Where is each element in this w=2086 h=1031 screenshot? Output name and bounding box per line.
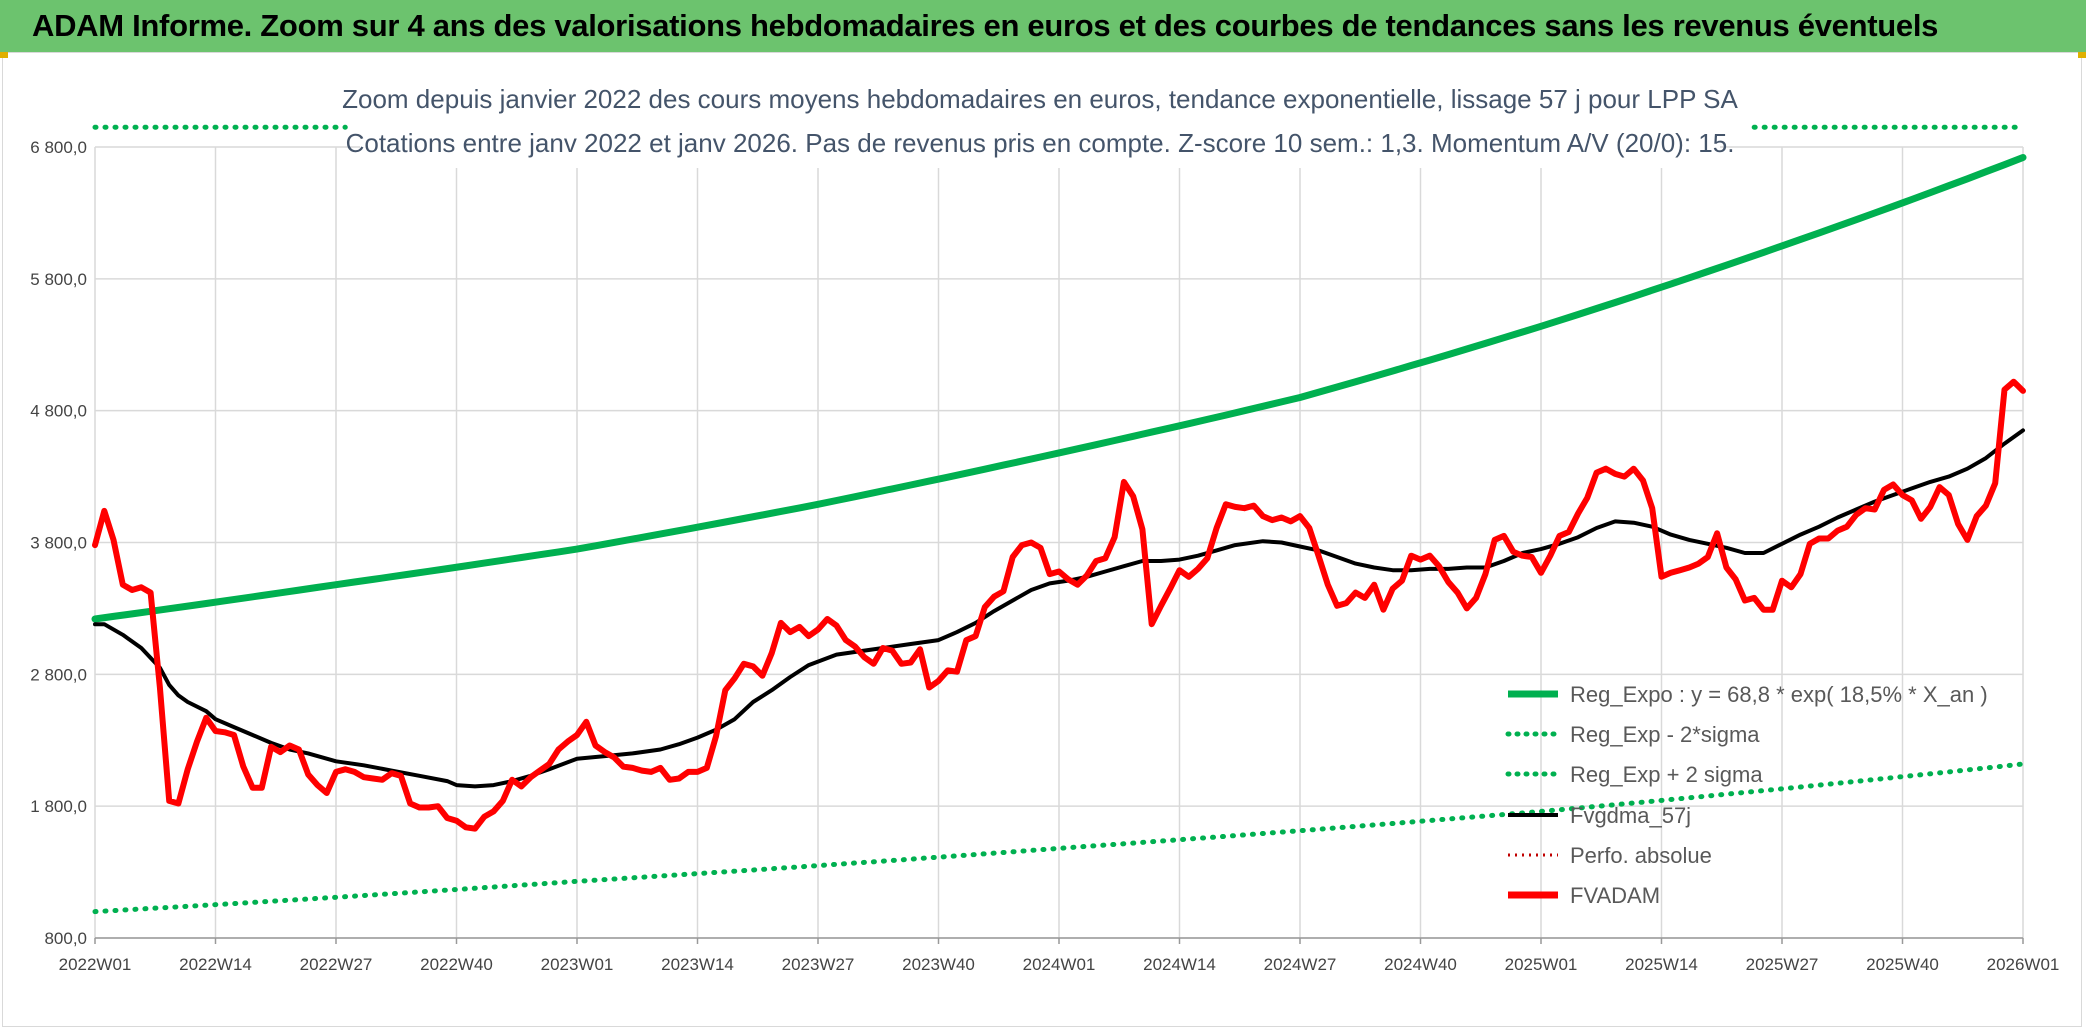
x-tick-label: 2022W01 <box>59 955 132 974</box>
y-tick-label: 3 800,0 <box>30 534 87 553</box>
y-tick-label: 800,0 <box>44 929 87 948</box>
corner-mark-right <box>2078 52 2086 58</box>
x-tick-label: 2022W14 <box>179 955 252 974</box>
series-reg-expo <box>91 154 2027 623</box>
legend-label-reg-exp-plus: Reg_Exp + 2 sigma <box>1570 762 1763 787</box>
legend-label-fvadam: FVADAM <box>1570 883 1660 908</box>
x-tick-label: 2023W27 <box>782 955 855 974</box>
header-banner: ADAM Informe. Zoom sur 4 ans des valoris… <box>0 0 2086 52</box>
legend: Reg_Expo : y = 68,8 * exp( 18,5% * X_an … <box>1505 682 1988 908</box>
x-tick-label: 2023W40 <box>902 955 975 974</box>
series-fvadam <box>92 378 2026 832</box>
chart-frame <box>2 52 2082 1027</box>
x-tick-label: 2025W40 <box>1866 955 1939 974</box>
y-axis-ticks: 800,0 1 800,0 2 800,0 3 800,0 4 800,0 5 800,0… <box>30 138 87 948</box>
x-tick-label: 2024W40 <box>1384 955 1457 974</box>
x-tick-label: 2024W01 <box>1023 955 1096 974</box>
y-tick-label: 1 800,0 <box>30 797 87 816</box>
chart-subtitle-line-2: Cotations entre janv 2022 et janv 2026. … <box>346 128 1735 158</box>
corner-mark-left <box>0 52 8 58</box>
legend-label-fvgdma: Fvgdma_57j <box>1570 803 1691 828</box>
x-tick-label: 2023W14 <box>661 955 734 974</box>
legend-label-reg-expo: Reg_Expo : y = 68,8 * exp( 18,5% * X_an … <box>1570 682 1988 707</box>
y-tick-label: 2 800,0 <box>30 665 87 684</box>
x-tick-label: 2023W01 <box>541 955 614 974</box>
grid-lines <box>94 146 2024 939</box>
x-tick-label: 2026W01 <box>1987 955 2060 974</box>
page-title: ADAM Informe. Zoom sur 4 ans des valoris… <box>32 8 1939 43</box>
chart-subtitle-line-1: Zoom depuis janvier 2022 des cours moyen… <box>342 84 1738 114</box>
legend-label-reg-exp-minus: Reg_Exp - 2*sigma <box>1570 722 1760 747</box>
subtitle-background <box>360 78 1720 168</box>
x-tick-label: 2024W14 <box>1143 955 1216 974</box>
legend-label-perfo: Perfo. absolue <box>1570 843 1712 868</box>
x-tick-label: 2022W27 <box>300 955 373 974</box>
y-tick-label: 5 800,0 <box>30 270 87 289</box>
x-tick-label: 2022W40 <box>420 955 493 974</box>
y-tick-label: 6 800,0 <box>30 138 87 157</box>
y-tick-label: 4 800,0 <box>30 402 87 421</box>
x-axis-ticks: 2022W01 2022W14 2022W27 2022W40 2023W01 2023W… <box>59 937 2060 974</box>
x-tick-label: 2025W14 <box>1625 955 1698 974</box>
x-tick-label: 2024W27 <box>1264 955 1337 974</box>
x-tick-label: 2025W01 <box>1505 955 1578 974</box>
x-tick-label: 2025W27 <box>1746 955 1819 974</box>
series-reg-exp-minus-2sigma <box>92 761 2026 915</box>
series-layer <box>91 124 2027 915</box>
